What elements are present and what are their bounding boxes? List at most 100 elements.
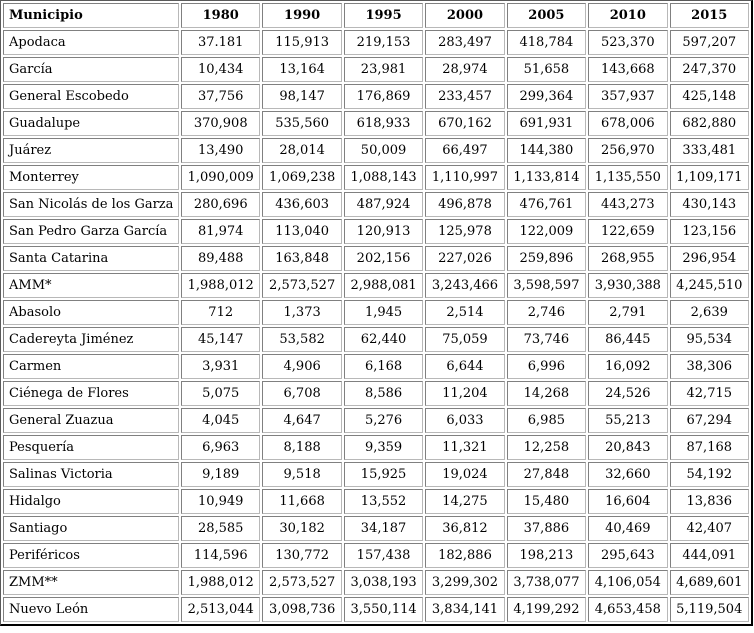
cell-population-value: 3,243,466 <box>425 273 505 298</box>
cell-population-value: 1,135,550 <box>588 165 668 190</box>
table-row: Carmen 3,931 4,906 6,168 6,644 6,996 16,092 38,… <box>3 354 749 379</box>
table-row: Ciénega de Flores 5,075 6,708 8,586 11,204 14… <box>3 381 749 406</box>
cell-population-value: 712 <box>181 300 261 325</box>
cell-population-value: 425,148 <box>669 84 749 109</box>
cell-population-value: 418,784 <box>506 30 587 55</box>
cell-municipio: Carmen <box>3 354 179 379</box>
table-row: Salinas Victoria 9,189 9,518 15,925 19,024 27… <box>3 462 749 487</box>
cell-population-value: 597,207 <box>669 30 749 55</box>
cell-municipio: General Zuazua <box>3 408 179 433</box>
cell-municipio: Periféricos <box>3 543 179 568</box>
cell-population-value: 247,370 <box>669 57 749 82</box>
cell-population-value: 6,033 <box>425 408 505 433</box>
cell-population-value: 1,109,171 <box>669 165 749 190</box>
cell-population-value: 9,189 <box>181 462 261 487</box>
cell-population-value: 357,937 <box>588 84 668 109</box>
cell-population-value: 37.181 <box>181 30 261 55</box>
cell-population-value: 15,480 <box>506 489 587 514</box>
cell-population-value: 3,038,193 <box>343 570 424 595</box>
cell-population-value: 123,156 <box>669 219 749 244</box>
cell-municipio: García <box>3 57 179 82</box>
cell-population-value: 670,162 <box>425 111 505 136</box>
cell-population-value: 1,069,238 <box>262 165 342 190</box>
cell-population-value: 3,598,597 <box>506 273 587 298</box>
cell-population-value: 87,168 <box>669 435 749 460</box>
cell-population-value: 443,273 <box>588 192 668 217</box>
cell-population-value: 38,306 <box>669 354 749 379</box>
table-row: Hidalgo 10,949 11,668 13,552 14,275 15,480 16,… <box>3 489 749 514</box>
table-row: General Zuazua 4,045 4,647 5,276 6,033 6,985 5… <box>3 408 749 433</box>
cell-municipio: Santa Catarina <box>3 246 179 271</box>
cell-population-value: 51,658 <box>506 57 587 82</box>
cell-population-value: 3,098,736 <box>262 597 342 622</box>
cell-municipio: Monterrey <box>3 165 179 190</box>
table-row: San Pedro Garza García 81,974 113,040 120,9… <box>3 219 749 244</box>
cell-population-value: 259,896 <box>506 246 587 271</box>
header-cell-year: 2000 <box>425 3 505 28</box>
cell-municipio: Salinas Victoria <box>3 462 179 487</box>
cell-population-value: 42,715 <box>669 381 749 406</box>
cell-municipio: Guadalupe <box>3 111 179 136</box>
cell-population-value: 27,848 <box>506 462 587 487</box>
cell-municipio: Santiago <box>3 516 179 541</box>
cell-population-value: 13,490 <box>181 138 261 163</box>
header-cell-year: 1980 <box>181 3 261 28</box>
table-row: Juárez 13,490 28,014 50,009 66,497 144,380 256… <box>3 138 749 163</box>
cell-population-value: 98,147 <box>262 84 342 109</box>
cell-municipio: AMM* <box>3 273 179 298</box>
cell-population-value: 10,949 <box>181 489 261 514</box>
cell-population-value: 2,513,044 <box>181 597 261 622</box>
cell-population-value: 13,836 <box>669 489 749 514</box>
cell-municipio: General Escobedo <box>3 84 179 109</box>
cell-population-value: 3,738,077 <box>506 570 587 595</box>
cell-population-value: 10,434 <box>181 57 261 82</box>
cell-municipio: Pesquería <box>3 435 179 460</box>
header-cell-municipio: Municipio <box>3 3 179 28</box>
cell-population-value: 4,199,292 <box>506 597 587 622</box>
cell-population-value: 40,469 <box>588 516 668 541</box>
cell-population-value: 55,213 <box>588 408 668 433</box>
cell-population-value: 3,550,114 <box>343 597 424 622</box>
cell-population-value: 430,143 <box>669 192 749 217</box>
cell-population-value: 227,026 <box>425 246 505 271</box>
cell-population-value: 157,438 <box>343 543 424 568</box>
cell-population-value: 86,445 <box>588 327 668 352</box>
cell-municipio: Ciénega de Flores <box>3 381 179 406</box>
cell-population-value: 2,791 <box>588 300 668 325</box>
table-row: General Escobedo 37,756 98,147 176,869 233,4… <box>3 84 749 109</box>
cell-population-value: 2,639 <box>669 300 749 325</box>
cell-population-value: 114,596 <box>181 543 261 568</box>
cell-population-value: 618,933 <box>343 111 424 136</box>
cell-population-value: 202,156 <box>343 246 424 271</box>
cell-population-value: 496,878 <box>425 192 505 217</box>
cell-population-value: 296,954 <box>669 246 749 271</box>
cell-population-value: 4,106,054 <box>588 570 668 595</box>
cell-population-value: 19,024 <box>425 462 505 487</box>
table-row: Nuevo León 2,513,044 3,098,736 3,550,114 3,8… <box>3 597 749 622</box>
cell-population-value: 198,213 <box>506 543 587 568</box>
cell-population-value: 2,746 <box>506 300 587 325</box>
header-row: Municipio 1980 1990 1995 2000 2005 2010 2015 <box>3 3 749 28</box>
cell-population-value: 1,988,012 <box>181 570 261 595</box>
table-row: San Nicolás de los Garza 280,696 436,603 48… <box>3 192 749 217</box>
table-row: García 10,434 13,164 23,981 28,974 51,658 143,… <box>3 57 749 82</box>
cell-population-value: 130,772 <box>262 543 342 568</box>
cell-population-value: 9,518 <box>262 462 342 487</box>
cell-municipio: San Pedro Garza García <box>3 219 179 244</box>
cell-population-value: 333,481 <box>669 138 749 163</box>
cell-population-value: 6,996 <box>506 354 587 379</box>
cell-population-value: 678,006 <box>588 111 668 136</box>
cell-population-value: 4,689,601 <box>669 570 749 595</box>
cell-municipio: Cadereyta Jiménez <box>3 327 179 352</box>
cell-population-value: 6,963 <box>181 435 261 460</box>
cell-population-value: 53,582 <box>262 327 342 352</box>
cell-population-value: 299,364 <box>506 84 587 109</box>
cell-population-value: 8,188 <box>262 435 342 460</box>
cell-population-value: 6,168 <box>343 354 424 379</box>
cell-population-value: 5,075 <box>181 381 261 406</box>
cell-population-value: 14,275 <box>425 489 505 514</box>
cell-population-value: 11,668 <box>262 489 342 514</box>
cell-population-value: 73,746 <box>506 327 587 352</box>
